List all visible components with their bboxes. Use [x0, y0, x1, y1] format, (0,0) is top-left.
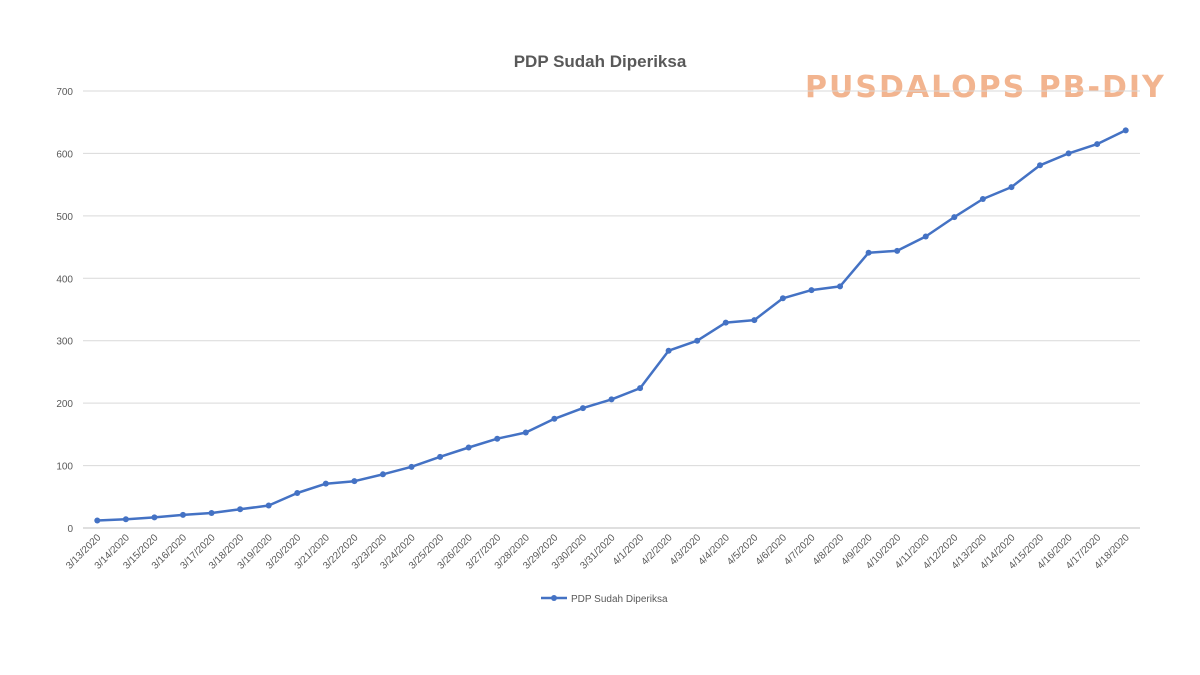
series-line — [97, 129, 1127, 522]
data-point — [1065, 150, 1072, 157]
y-tick-label: 700 — [56, 87, 73, 98]
data-point — [608, 396, 615, 403]
legend-swatch-marker — [551, 595, 557, 601]
y-tick-label: 500 — [56, 212, 73, 223]
data-point — [808, 287, 815, 294]
data-point — [322, 480, 329, 487]
data-point — [351, 478, 358, 485]
chart-title: PDP Sudah Diperiksa — [513, 52, 687, 71]
data-point — [694, 337, 701, 344]
data-point — [151, 514, 158, 521]
y-tick-label: 300 — [56, 337, 73, 348]
data-point — [779, 295, 786, 302]
data-point — [1094, 141, 1101, 148]
data-point — [437, 453, 444, 460]
data-point — [751, 317, 758, 324]
legend-label: PDP Sudah Diperiksa — [571, 594, 668, 605]
data-point — [494, 435, 501, 442]
data-point — [379, 471, 386, 478]
data-point — [522, 429, 529, 436]
data-point — [465, 444, 472, 451]
data-point — [665, 347, 672, 354]
watermark-logo: PUSDALOPS PB-DIY — [805, 70, 1166, 105]
legend[interactable]: PDP Sudah Diperiksa — [541, 594, 668, 605]
data-point — [122, 516, 129, 523]
data-point — [837, 283, 844, 290]
data-point — [1037, 162, 1044, 169]
y-tick-label: 600 — [56, 149, 73, 160]
series-layer — [94, 127, 1129, 524]
data-point — [265, 502, 272, 509]
data-point — [237, 506, 244, 513]
data-point — [865, 249, 872, 256]
data-point — [894, 247, 901, 254]
data-point — [979, 196, 986, 203]
y-tick-label: 0 — [67, 524, 73, 535]
data-point — [179, 511, 186, 518]
data-point — [294, 490, 301, 497]
data-point — [951, 214, 958, 221]
data-point — [922, 233, 929, 240]
gridlines — [83, 90, 1140, 529]
data-point — [579, 405, 586, 412]
data-point — [1008, 184, 1015, 191]
data-point — [94, 517, 101, 524]
y-tick-label: 100 — [56, 462, 73, 473]
data-point — [408, 463, 415, 470]
y-axis-ticks: 0 100 200 300 400 500 600 700 — [56, 87, 73, 535]
x-axis-ticks: 3/13/20203/14/20203/15/20203/16/20203/17… — [64, 532, 1132, 572]
data-point — [637, 385, 644, 392]
data-point — [551, 415, 558, 422]
y-tick-label: 400 — [56, 274, 73, 285]
data-point — [1122, 127, 1129, 134]
data-point — [208, 510, 215, 517]
y-tick-label: 200 — [56, 399, 73, 410]
data-point — [722, 319, 729, 326]
